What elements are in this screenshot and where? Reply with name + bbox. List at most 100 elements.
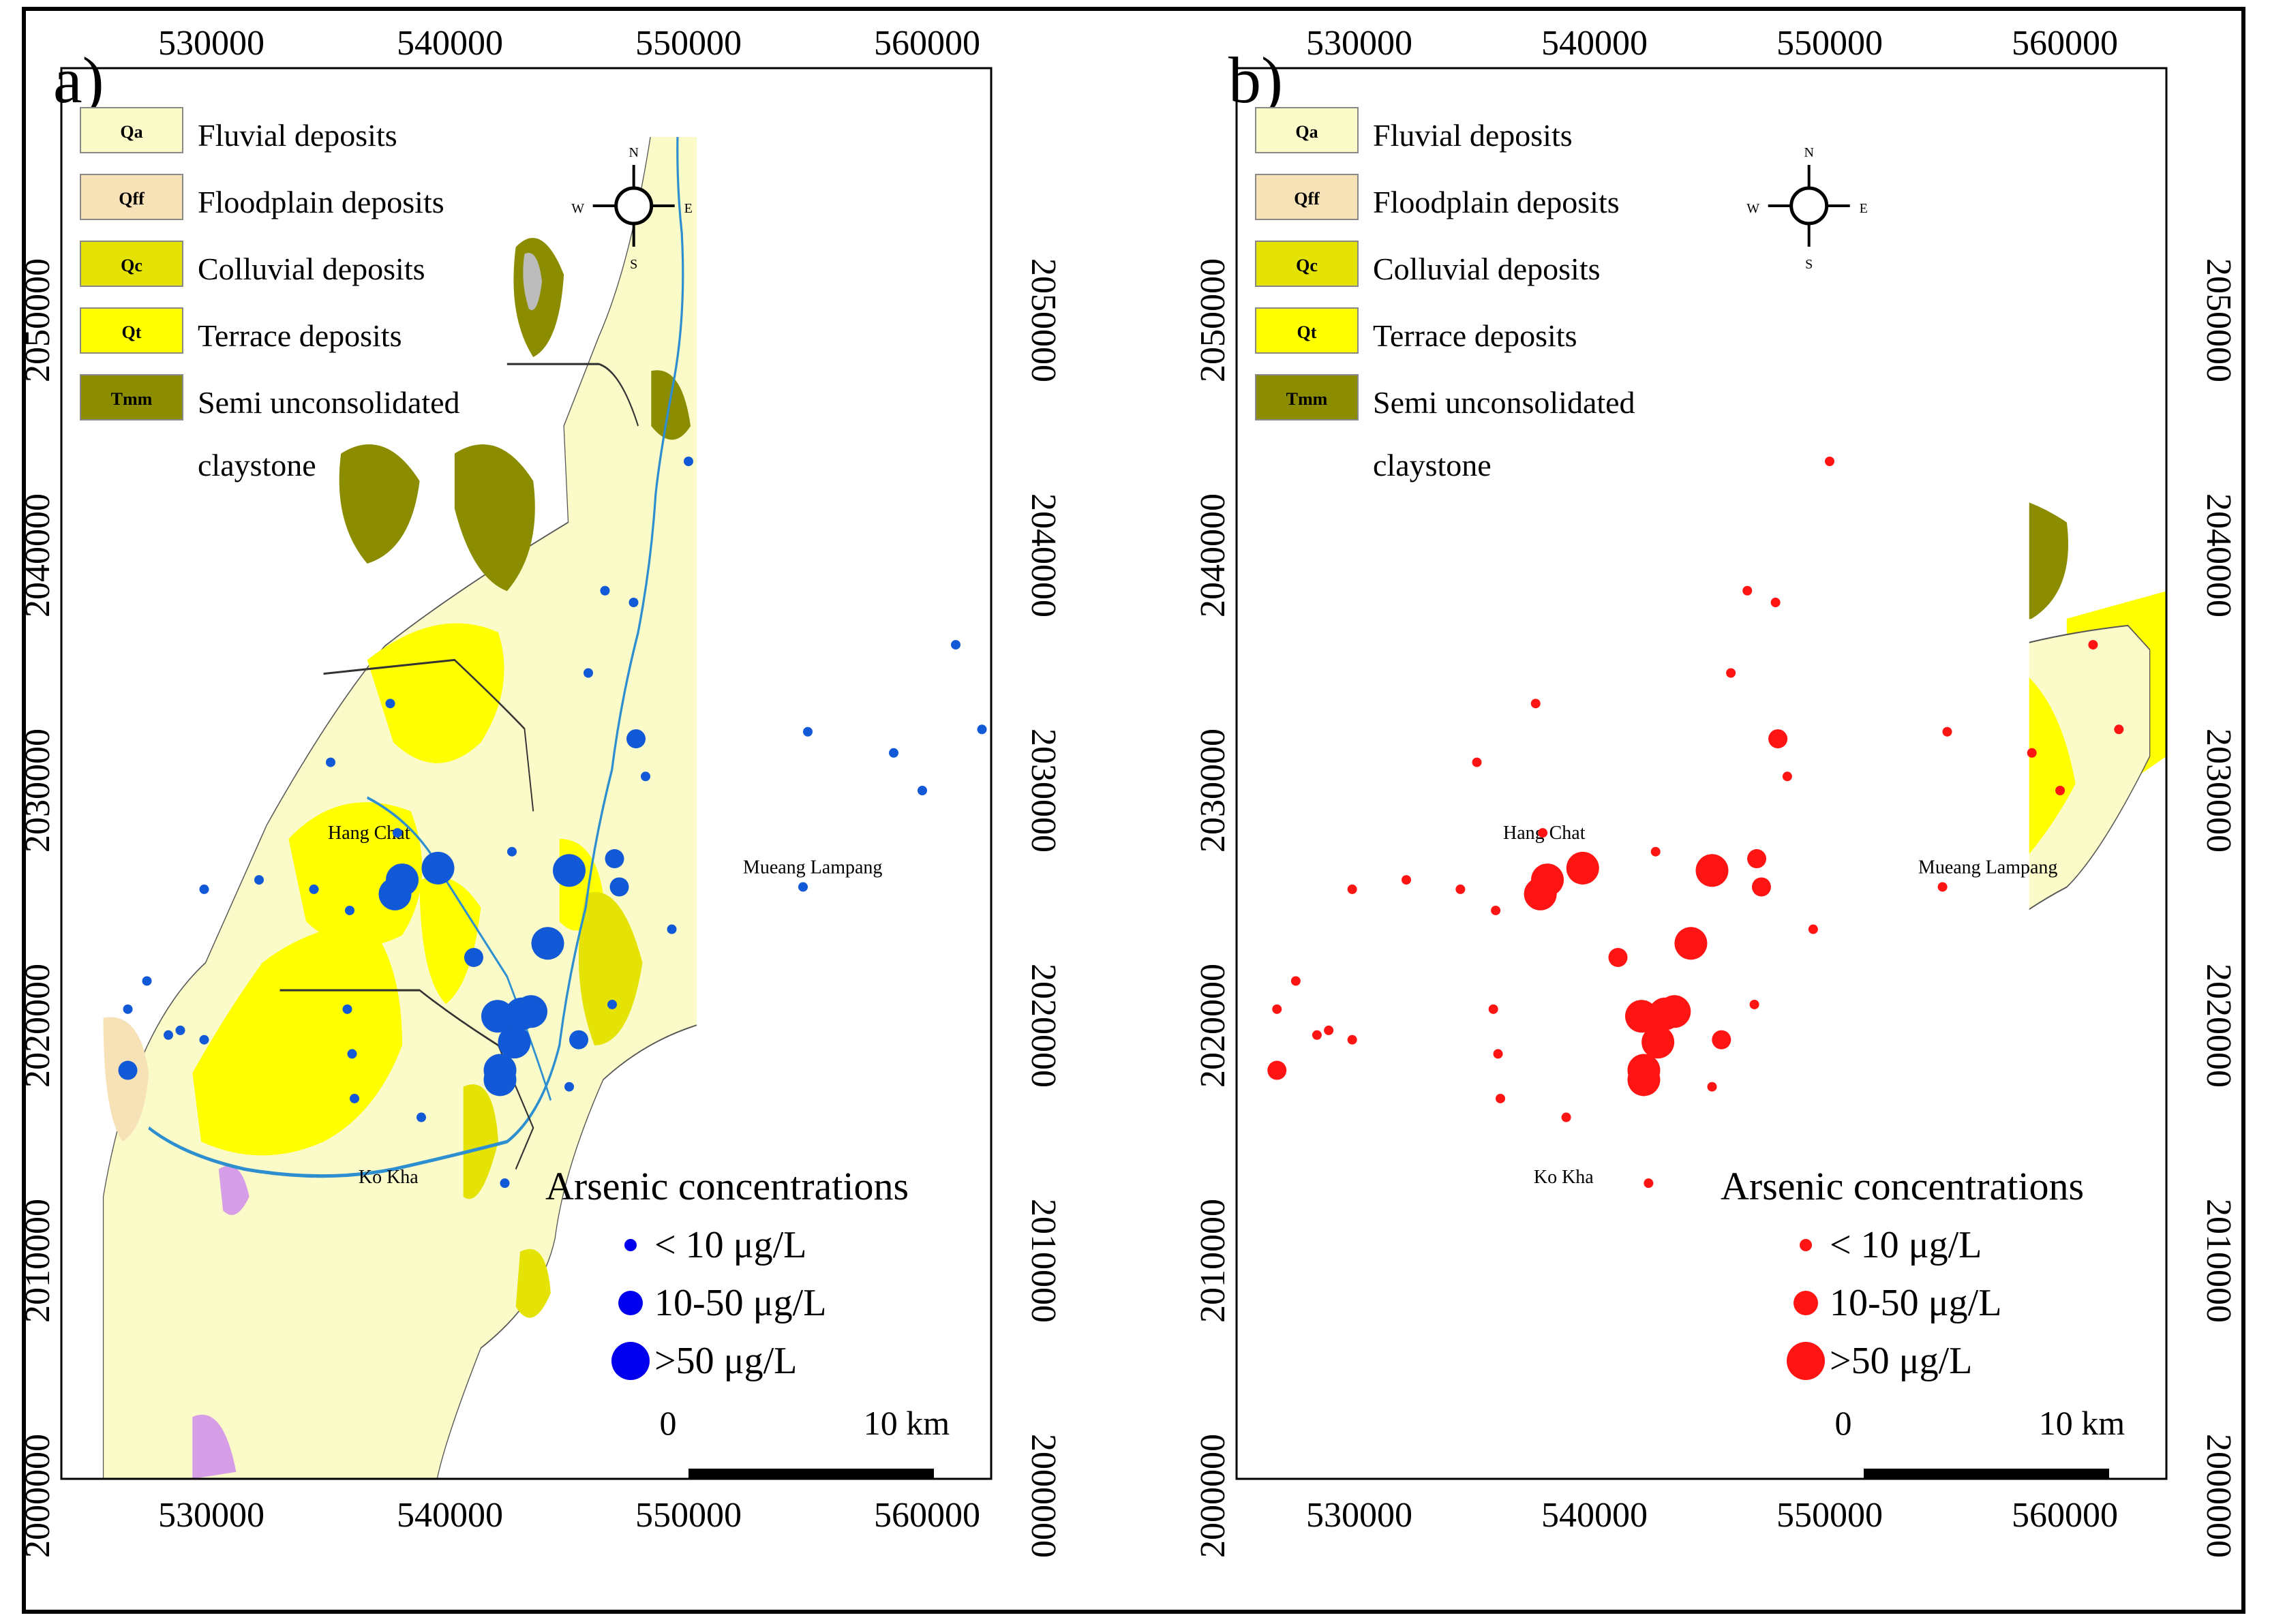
well-point: [515, 995, 547, 1028]
well-point: [1625, 1000, 1658, 1033]
x-tick-label-top: 540000: [397, 24, 503, 63]
legend-label-qa: Fluvial deposits: [198, 118, 397, 153]
well-point: [1942, 726, 1952, 737]
district-boundary: [1682, 364, 1813, 426]
colluvial-region: [515, 1248, 551, 1318]
well-point: [393, 828, 402, 838]
y-tick-label-left: 2010000: [18, 1199, 57, 1323]
legend-swatch-qff: [80, 174, 183, 220]
scale-bar-start-label: 0: [1835, 1404, 1852, 1442]
arsenic-legend-symbol: [1787, 1342, 1825, 1380]
legend-label-qa: Fluvial deposits: [1373, 118, 1573, 153]
x-tick-label-top: 550000: [1776, 24, 1883, 63]
well-point: [164, 1030, 173, 1040]
river-line: [148, 136, 684, 1178]
legend-swatch-qc: [80, 241, 183, 287]
well-point: [1493, 1049, 1503, 1059]
reservoir-region: [1698, 253, 1717, 310]
scale-bar-start-label: 0: [660, 1404, 677, 1442]
terrace-region: [192, 921, 402, 1156]
well-point: [977, 724, 987, 735]
terrace-region: [367, 623, 504, 763]
legend-code-qff: Qff: [119, 189, 145, 209]
x-tick-label-top: 560000: [2012, 24, 2118, 63]
compass-e-label: E: [684, 201, 693, 216]
legend-swatch-tmm: [80, 374, 183, 420]
y-tick-label-right: 2020000: [2199, 964, 2238, 1088]
well-point: [667, 924, 677, 934]
arsenic-legend-symbol: [618, 1291, 643, 1315]
arsenic-legend-symbol: [1800, 1239, 1812, 1251]
place-label: Mueang Lampang: [1918, 857, 2058, 878]
x-tick-label-top: 530000: [1306, 24, 1412, 63]
scale-bar: [1864, 1469, 2109, 1478]
well-point: [605, 849, 624, 869]
well-point: [1531, 863, 1564, 897]
y-tick-label-right: 2040000: [2199, 493, 2238, 617]
well-point: [1825, 457, 1834, 466]
legend-code-qc: Qc: [121, 256, 142, 275]
well-point: [350, 1093, 359, 1103]
legend-code-tmm: Tmm: [1286, 389, 1328, 409]
y-tick-label-left: 2010000: [1194, 1199, 1232, 1323]
y-tick-label-left: 2040000: [1194, 493, 1232, 617]
compass-icon: [1789, 186, 1829, 226]
well-point: [569, 1030, 588, 1050]
scale-bar-end-label: 10 km: [864, 1404, 950, 1442]
well-point: [798, 882, 808, 892]
claystone-region: [454, 444, 535, 592]
compass-n-label: N: [1804, 145, 1813, 160]
well-point: [386, 863, 419, 897]
well-point: [1347, 884, 1357, 894]
well-point: [1272, 1004, 1282, 1014]
legend-label-qff: Floodplain deposits: [198, 185, 444, 219]
arsenic-legend-label: 10-50 μg/L: [654, 1282, 826, 1324]
claystone-region: [1826, 370, 1866, 440]
other-unit-region: [218, 1165, 249, 1215]
legend-label-qc: Colluvial deposits: [198, 251, 425, 286]
place-label: Mueang Lampang: [743, 857, 883, 878]
compass-icon: [614, 186, 654, 226]
well-point: [1770, 598, 1781, 607]
district-boundary: [506, 363, 639, 427]
well-point: [199, 884, 209, 894]
x-tick-label-bottom: 560000: [874, 1496, 980, 1535]
well-point: [2114, 724, 2124, 735]
y-tick-label-right: 2030000: [2199, 729, 2238, 853]
well-point: [2088, 640, 2098, 650]
x-tick-label-bottom: 550000: [1776, 1496, 1883, 1535]
y-tick-label-left: 2030000: [1194, 729, 1232, 853]
well-point: [609, 877, 629, 897]
well-point: [553, 854, 586, 887]
well-point: [385, 699, 395, 709]
legend-swatch-qa: [1255, 107, 1359, 153]
well-point: [1658, 995, 1691, 1028]
y-tick-label-right: 2050000: [1024, 258, 1063, 382]
well-point: [1472, 757, 1482, 767]
arsenic-legend-label: < 10 μg/L: [654, 1224, 806, 1266]
well-point: [1347, 1035, 1357, 1045]
well-point: [629, 598, 639, 607]
y-tick-label-right: 2010000: [1024, 1199, 1063, 1323]
legend-code-qa: Qa: [1295, 122, 1318, 142]
terrace-region: [1367, 921, 1577, 1155]
well-point: [1561, 1112, 1571, 1122]
other-unit-region: [192, 1414, 237, 1479]
well-point: [326, 757, 335, 767]
map-frame: [1235, 67, 2168, 1480]
well-point: [626, 729, 646, 749]
legend-label-qt: Terrace deposits: [1373, 318, 1577, 353]
compass-w-label: W: [571, 201, 584, 216]
terrace-region: [288, 802, 423, 947]
geology-layer: [1367, 253, 2166, 1155]
claystone-region: [339, 444, 420, 564]
panel-label: b): [1228, 44, 1283, 117]
legend-label-tmm: Semi unconsolidated: [1373, 385, 1635, 420]
legend-swatch-qt: [1255, 307, 1359, 354]
legend-swatch-qff: [1255, 174, 1359, 220]
well-point: [1627, 1063, 1661, 1097]
well-point: [584, 668, 593, 678]
well-point: [1674, 927, 1708, 960]
well-point: [118, 1060, 138, 1080]
